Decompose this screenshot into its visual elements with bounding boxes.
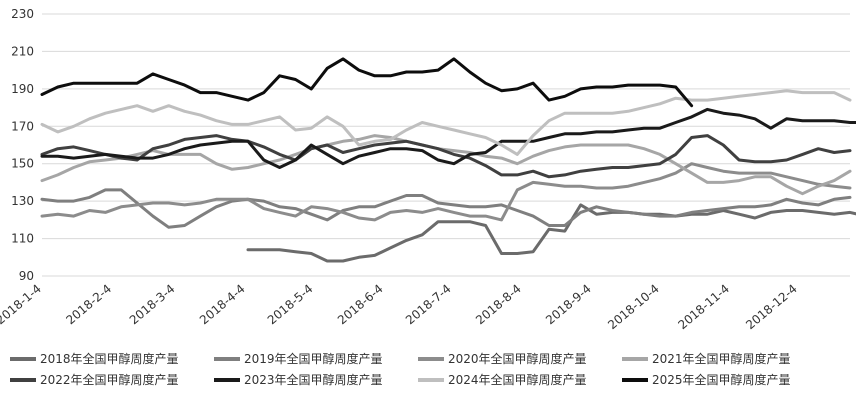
x-tick-label: 2018-1-4 [0,282,44,328]
y-tick-label: 90 [19,269,34,283]
legend-label: 2022年全国甲醇周度产量 [40,372,179,387]
y-tick-label: 210 [11,44,34,58]
y-tick-label: 190 [11,82,34,96]
y-tick-label: 130 [11,194,34,208]
series-line-5 [40,134,852,179]
legend-label: 2020年全国甲醇周度产量 [448,351,587,366]
legend-label: 2024年全国甲醇周度产量 [448,372,587,387]
series-line-3 [40,162,852,222]
y-axis-ticks: 90 110 130 150 170 190 210 230 [11,7,34,283]
gridlines [42,13,850,277]
series-line-8 [40,57,694,108]
x-tick-label: 2018-10-4 [605,282,662,333]
series-line-7 [40,89,852,156]
series-line-6 [40,107,856,169]
x-tick-label: 2018-5-4 [265,282,316,328]
legend-label: 2025年全国甲醇周度产量 [652,372,791,387]
x-tick-label: 2018-6-4 [335,282,386,328]
x-tick-label: 2018-11-4 [675,282,732,333]
legend-label: 2023年全国甲醇周度产量 [244,372,383,387]
y-tick-label: 150 [11,157,34,171]
x-axis-ticks: 2018-1-4 2018-2-4 2018-3-4 2018-4-4 2018-5-4… [0,282,800,333]
x-tick-label: 2018-8-4 [473,282,524,328]
x-tick-label: 2018-2-4 [63,282,114,328]
series-line-1 [246,203,856,263]
series-lines [40,57,856,263]
legend-label: 2021年全国甲醇周度产量 [652,351,791,366]
x-tick-label: 2018-12-4 [743,282,800,333]
legend: 2018年全国甲醇周度产量 2019年全国甲醇周度产量 2020年全国甲醇周度产量 2… [10,351,791,387]
x-tick-label: 2018-4-4 [197,282,248,328]
y-tick-label: 230 [11,7,34,21]
series-line-4 [40,134,852,196]
y-tick-label: 170 [11,119,34,133]
x-tick-label: 2018-3-4 [127,282,178,328]
legend-label: 2018年全国甲醇周度产量 [40,351,179,366]
legend-label: 2019年全国甲醇周度产量 [244,351,383,366]
x-tick-label: 2018-9-4 [543,282,594,328]
x-tick-label: 2018-7-4 [403,282,454,328]
y-tick-label: 110 [11,232,34,246]
series-line-2 [40,188,852,229]
